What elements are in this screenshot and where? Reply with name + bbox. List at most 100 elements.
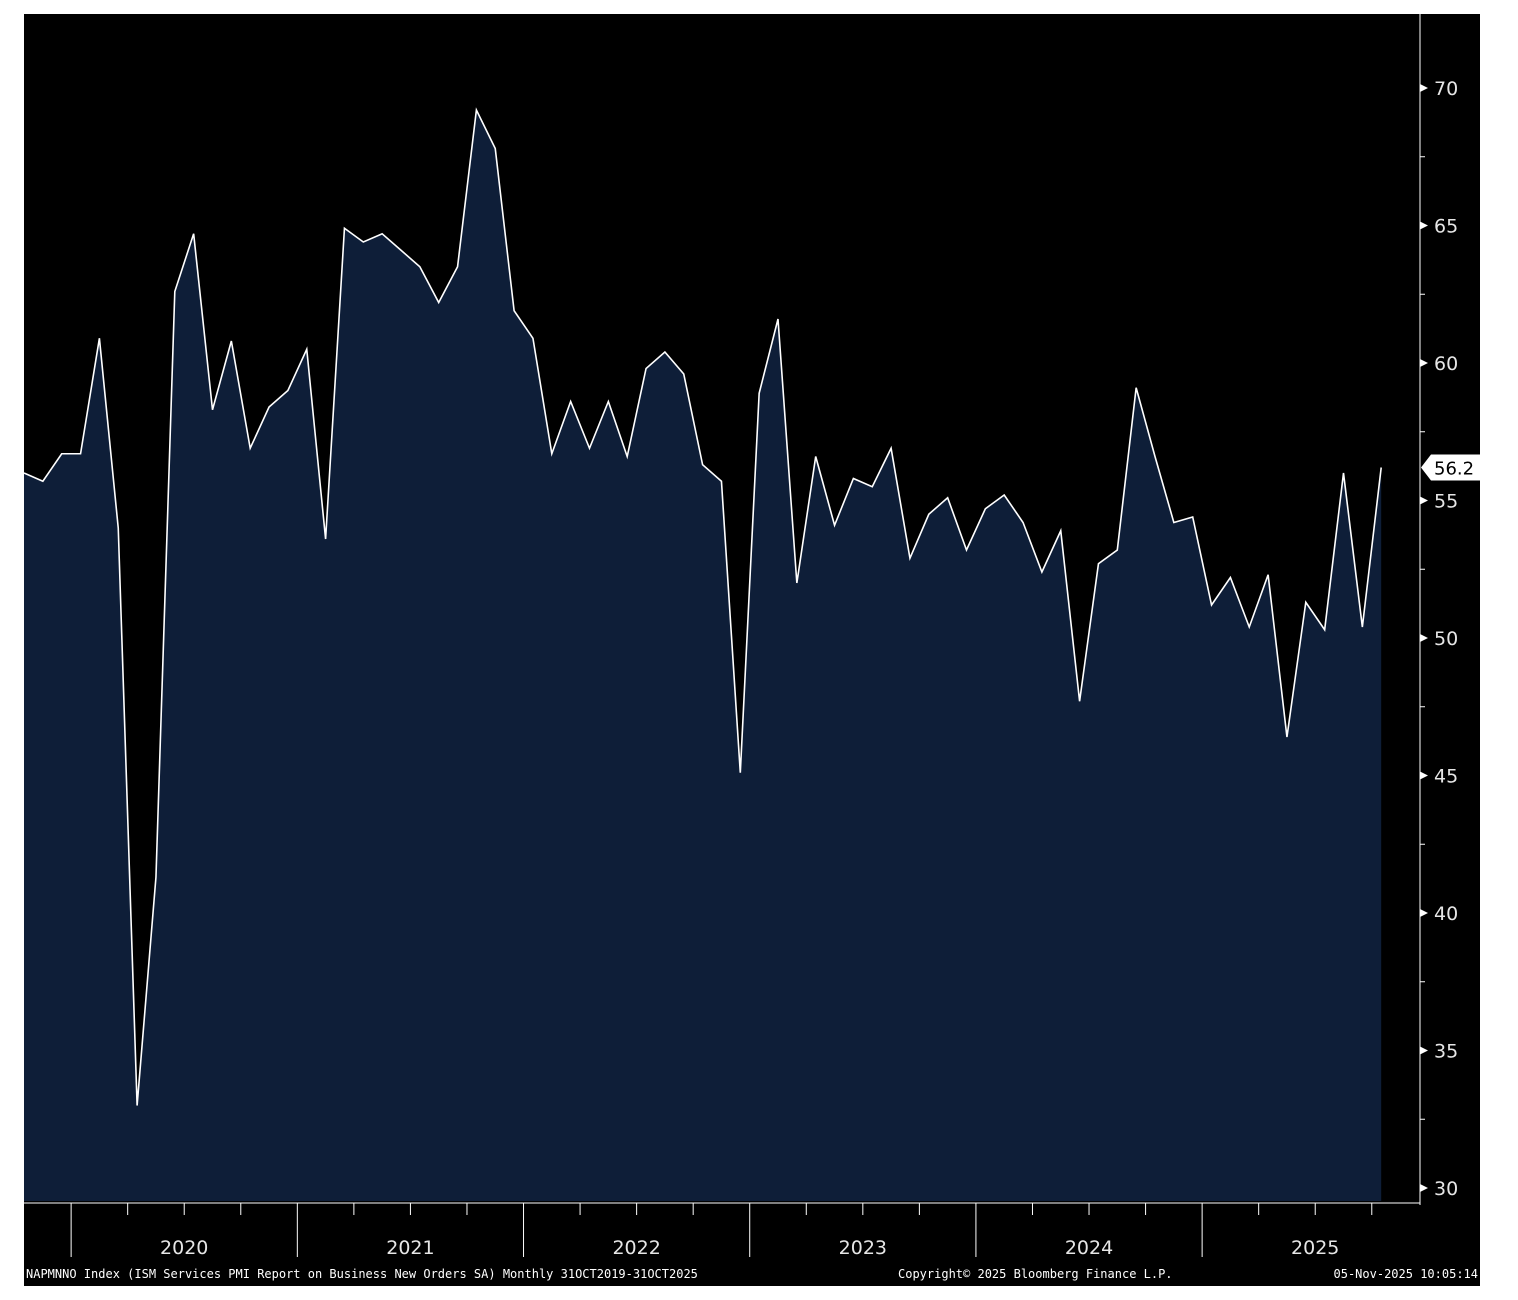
y-major-tick: [1420, 496, 1428, 505]
last-value-box: [1421, 454, 1480, 481]
data-point: [683, 373, 685, 375]
data-point: [890, 447, 892, 449]
data-point: [815, 456, 817, 458]
x-year-label: 2021: [386, 1237, 434, 1259]
data-point: [1229, 577, 1231, 579]
data-point: [589, 447, 591, 449]
data-point: [494, 148, 496, 150]
data-point: [1248, 626, 1250, 628]
y-tick-label: 30: [1434, 1178, 1458, 1200]
y-tick-label: 50: [1434, 628, 1458, 650]
data-point: [1154, 456, 1156, 458]
x-year-label: 2025: [1291, 1237, 1339, 1259]
data-point: [1192, 516, 1194, 518]
x-axis: 2020 2021 2022 2023 2024 2025: [24, 1202, 1420, 1259]
data-point: [230, 340, 232, 342]
y-tick-label: 60: [1434, 353, 1458, 375]
data-point: [513, 310, 515, 312]
y-major-tick: [1420, 909, 1428, 917]
data-point: [343, 227, 345, 229]
data-point: [702, 464, 704, 466]
line-layer: [24, 107, 1382, 1107]
last-value-marker: 56.2: [1421, 454, 1480, 481]
y-tick-label: 70: [1434, 78, 1458, 100]
y-major-tick: [1420, 771, 1428, 780]
y-tick-label: 40: [1434, 903, 1458, 925]
x-year-label: 2022: [612, 1237, 660, 1259]
data-point: [607, 401, 609, 403]
data-point: [626, 456, 628, 458]
data-point: [381, 233, 383, 235]
area-layer: [24, 110, 1382, 1201]
data-point: [249, 447, 251, 449]
data-point: [42, 480, 44, 482]
data-point: [1135, 387, 1137, 389]
y-tick-label: 35: [1434, 1041, 1458, 1063]
data-point: [947, 497, 949, 499]
data-point: [306, 348, 308, 350]
y-axis: 30 35 40 45 50 55 60 65 70: [1419, 14, 1458, 1205]
footer-timestamp: 05-Nov-2025 10:05:14: [1334, 1267, 1479, 1281]
data-point: [1079, 700, 1081, 702]
data-point: [984, 508, 986, 510]
data-point: [193, 233, 195, 235]
data-point: [1097, 563, 1099, 565]
y-major-tick: [1420, 221, 1428, 230]
y-major-tick: [1420, 359, 1428, 367]
last-value-label: 56.2: [1434, 459, 1474, 480]
data-point: [212, 409, 214, 411]
data-point: [117, 527, 119, 529]
data-point: [928, 513, 930, 515]
data-point: [1343, 472, 1345, 474]
data-point: [570, 401, 572, 403]
data-point: [1380, 467, 1382, 469]
data-point: [1173, 522, 1175, 524]
data-point: [871, 486, 873, 488]
data-point: [532, 337, 534, 339]
chart-frame: 30 35 40 45 50 55 60 65 70 2020 2021 2022 2023 2024 2…: [24, 14, 1480, 1286]
data-point: [1305, 601, 1307, 603]
data-point: [98, 337, 100, 339]
data-point: [1267, 574, 1269, 576]
data-point: [1060, 530, 1062, 532]
data-point: [1022, 522, 1024, 524]
y-major-tick: [1420, 1046, 1428, 1055]
data-point: [909, 557, 911, 559]
y-major-tick: [1420, 634, 1428, 642]
series-line: [24, 107, 1382, 1106]
y-tick-label: 65: [1434, 216, 1458, 238]
data-point: [268, 406, 270, 408]
data-point: [136, 1105, 138, 1107]
y-major-tick: [1420, 84, 1428, 92]
x-year-label: 2020: [160, 1237, 208, 1259]
x-year-label: 2024: [1065, 1237, 1113, 1259]
series-area: [24, 110, 1382, 1201]
data-point: [325, 538, 327, 540]
data-point: [1211, 604, 1213, 606]
data-point: [174, 291, 176, 293]
data-point: [61, 453, 63, 455]
data-point: [758, 392, 760, 394]
data-point: [1116, 549, 1118, 551]
data-point: [852, 478, 854, 480]
y-major-tick: [1420, 1184, 1428, 1192]
data-point: [1286, 736, 1288, 738]
data-point: [1003, 494, 1005, 496]
data-point: [966, 549, 968, 551]
data-point: [834, 524, 836, 526]
data-point: [796, 582, 798, 584]
data-point: [155, 876, 157, 878]
data-point: [457, 266, 459, 268]
data-point: [645, 368, 647, 370]
data-point: [400, 249, 402, 251]
data-point: [1361, 626, 1363, 628]
data-point: [475, 109, 477, 111]
footer-description: NAPMNNO Index (ISM Services PMI Report o…: [26, 1267, 698, 1281]
y-tick-label: 55: [1434, 491, 1458, 513]
data-point: [664, 351, 666, 353]
data-point: [1324, 629, 1326, 631]
y-tick-label: 45: [1434, 766, 1458, 788]
data-point: [419, 266, 421, 268]
data-point: [777, 318, 779, 320]
data-point: [1041, 571, 1043, 573]
